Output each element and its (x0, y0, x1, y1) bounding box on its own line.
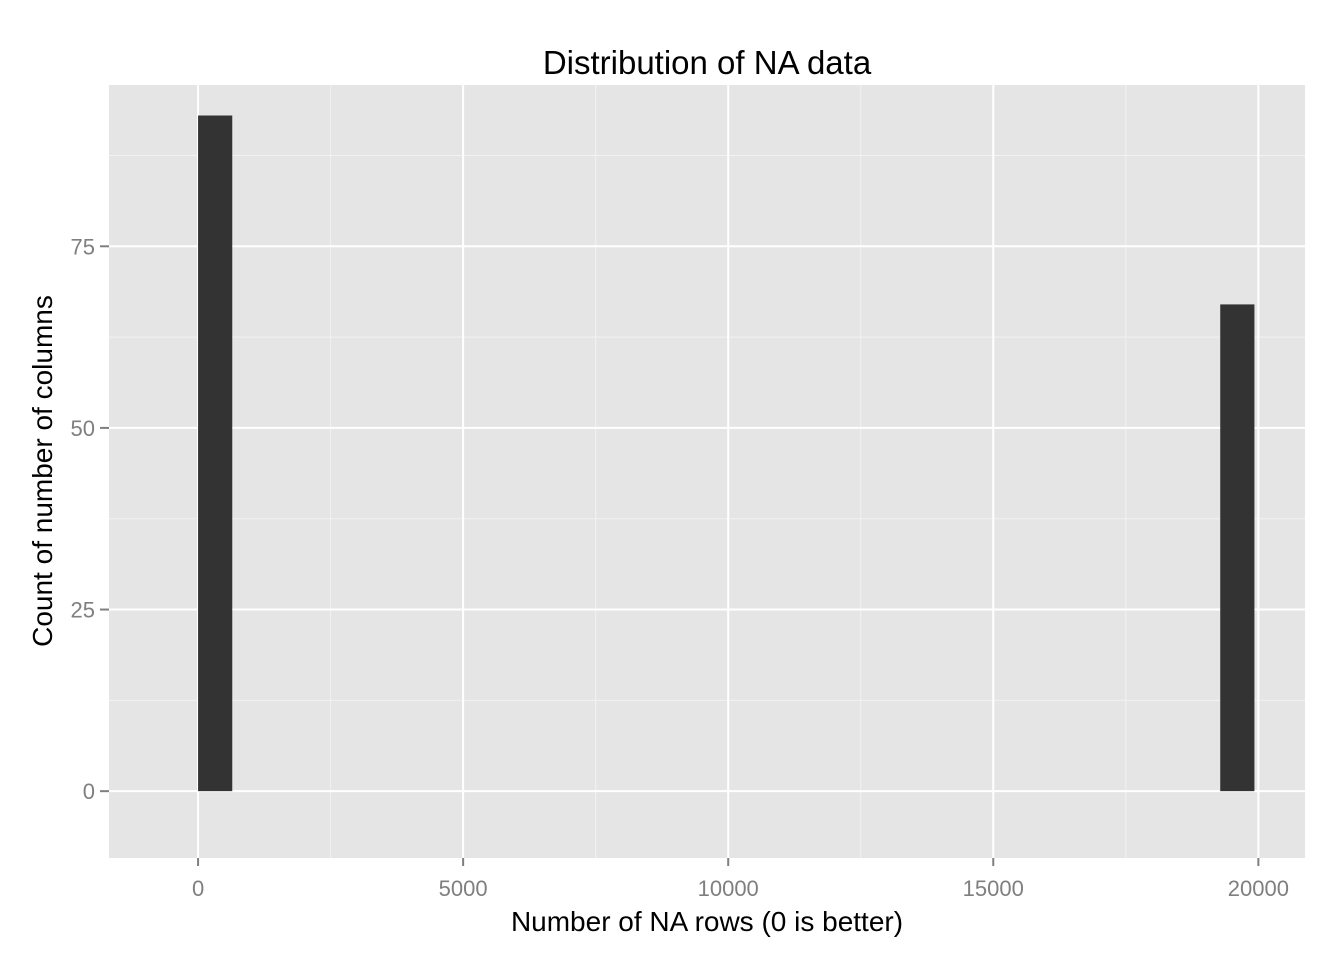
histogram-bar (198, 115, 233, 792)
y-tick-label: 75 (71, 234, 95, 259)
histogram-bars (198, 115, 1255, 792)
x-tick-label: 15000 (963, 876, 1024, 901)
y-tick-label: 0 (83, 779, 95, 804)
x-axis-ticks: 0 5000 10000 15000 20000 (192, 858, 1289, 901)
y-tick-label: 50 (71, 416, 95, 441)
y-axis-ticks: 0 25 50 75 (71, 234, 109, 804)
panel-background (109, 85, 1305, 858)
x-tick-label: 0 (192, 876, 204, 901)
x-tick-label: 10000 (698, 876, 759, 901)
histogram-bar (1220, 304, 1255, 792)
y-tick-label: 25 (71, 598, 95, 623)
chart-title: Distribution of NA data (543, 44, 872, 81)
x-axis-title: Number of NA rows (0 is better) (511, 906, 903, 937)
y-axis-title: Count of number of columns (27, 295, 58, 647)
x-tick-label: 5000 (439, 876, 488, 901)
minor-gridlines (109, 85, 1305, 858)
x-tick-label: 20000 (1228, 876, 1289, 901)
